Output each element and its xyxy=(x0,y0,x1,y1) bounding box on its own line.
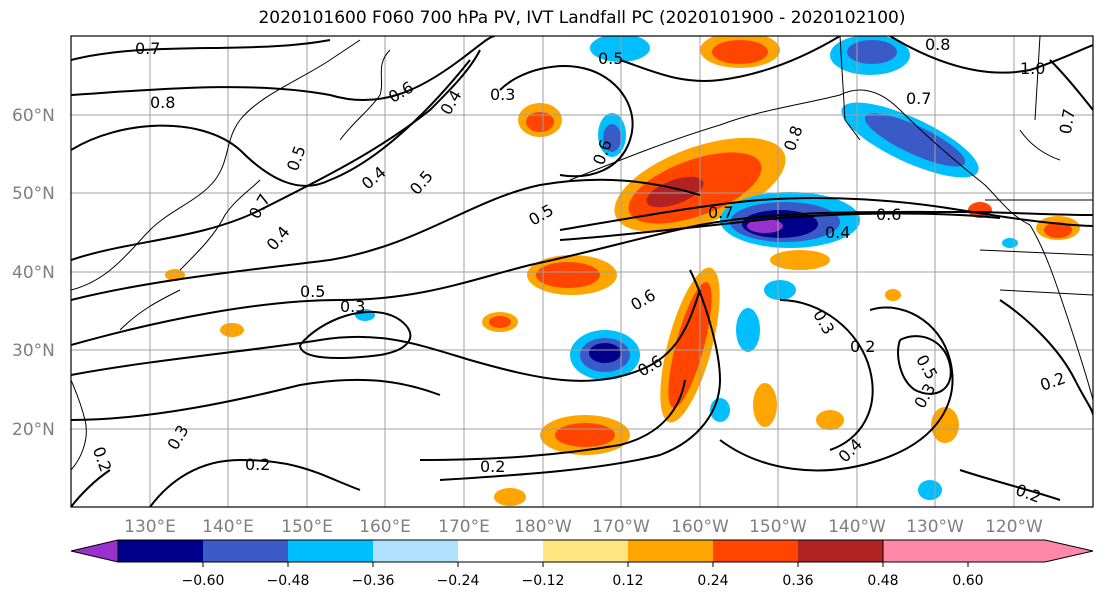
map-frame xyxy=(70,35,1094,508)
contour-label: 0.5 xyxy=(300,282,325,301)
lat-label: 30°N xyxy=(12,341,55,361)
colorbar-segment xyxy=(458,540,543,562)
colorbar-tick-label: −0.12 xyxy=(522,573,565,589)
colorbar-segment xyxy=(203,540,288,562)
lon-label: 160°W xyxy=(671,517,729,537)
contour-label: 0.2 xyxy=(480,457,505,476)
lon-label: 130°E xyxy=(124,517,176,537)
colorbar-tick-label: −0.60 xyxy=(182,573,225,589)
map-title: 2020101600 F060 700 hPa PV, IVT Landfall… xyxy=(258,8,906,28)
lon-label: 150°W xyxy=(749,517,807,537)
gridlines xyxy=(71,36,1093,507)
colorbar-tick-label: 0.60 xyxy=(952,573,983,589)
colorbar-ticks xyxy=(202,562,969,567)
contour-label: 0.3 xyxy=(340,297,365,316)
contour-label: 1.0 xyxy=(1020,59,1045,78)
colorbar-max-extension xyxy=(882,539,1094,563)
contour-label: 0.7 xyxy=(906,89,931,108)
colorbar-segment xyxy=(543,540,628,562)
coastlines xyxy=(71,36,1093,471)
contour-label: 0.7 xyxy=(135,39,160,58)
lon-label: 180°W xyxy=(514,517,572,537)
lon-label: 130°W xyxy=(906,517,964,537)
lon-label: 140°W xyxy=(828,517,886,537)
colorbar-tick-label: 0.12 xyxy=(612,573,643,589)
colorbar-segment xyxy=(118,540,203,562)
lon-label: 170°W xyxy=(592,517,650,537)
contour-label: 0.7 xyxy=(1056,107,1079,135)
contour-label: 0.6 xyxy=(876,205,901,224)
contour-label: 0.8 xyxy=(925,35,950,54)
colorbar-tick-label: −0.24 xyxy=(437,573,480,589)
lon-label: 120°W xyxy=(985,517,1043,537)
pv-contours xyxy=(71,36,1093,507)
lon-label: 140°E xyxy=(202,517,254,537)
lon-label: 150°E xyxy=(281,517,333,537)
lon-label: 170°E xyxy=(438,517,490,537)
longitude-labels: 130°E 140°E 150°E 160°E 170°E 180°W 170°… xyxy=(124,517,1043,537)
contour-label: 0.8 xyxy=(150,93,175,112)
colorbar-tick-label: 0.48 xyxy=(867,573,898,589)
colorbar-tick-label: −0.48 xyxy=(267,573,310,589)
colorbar: −0.60 −0.48 −0.36 −0.24 −0.12 0.12 0.24 … xyxy=(70,539,1094,589)
colorbar-segment xyxy=(373,540,458,562)
colorbar-tick-label: 0.36 xyxy=(782,573,813,589)
lat-label: 40°N xyxy=(12,263,55,283)
colorbar-tick-label: 0.24 xyxy=(697,573,728,589)
colorbar-segment xyxy=(628,540,713,562)
lat-label: 60°N xyxy=(12,106,55,126)
lat-label: 50°N xyxy=(12,184,55,204)
contour-label: 0.2 xyxy=(245,455,270,474)
colorbar-segment xyxy=(798,540,883,562)
contour-label: 0.2 xyxy=(850,337,875,356)
latitude-labels: 60°N 50°N 40°N 30°N 20°N xyxy=(12,106,55,440)
colorbar-tick-label: −0.36 xyxy=(352,573,395,589)
lat-label: 20°N xyxy=(12,420,55,440)
colorbar-segment xyxy=(713,540,798,562)
contour-label: 0.4 xyxy=(825,223,850,242)
lon-label: 160°E xyxy=(359,517,411,537)
contour-label: 0.3 xyxy=(490,85,515,104)
pv-shading xyxy=(165,36,1080,506)
colorbar-min-extension xyxy=(70,539,119,563)
contour-label: 0.5 xyxy=(598,49,623,68)
colorbar-segment xyxy=(288,540,373,562)
contour-label: 0.7 xyxy=(708,203,733,222)
